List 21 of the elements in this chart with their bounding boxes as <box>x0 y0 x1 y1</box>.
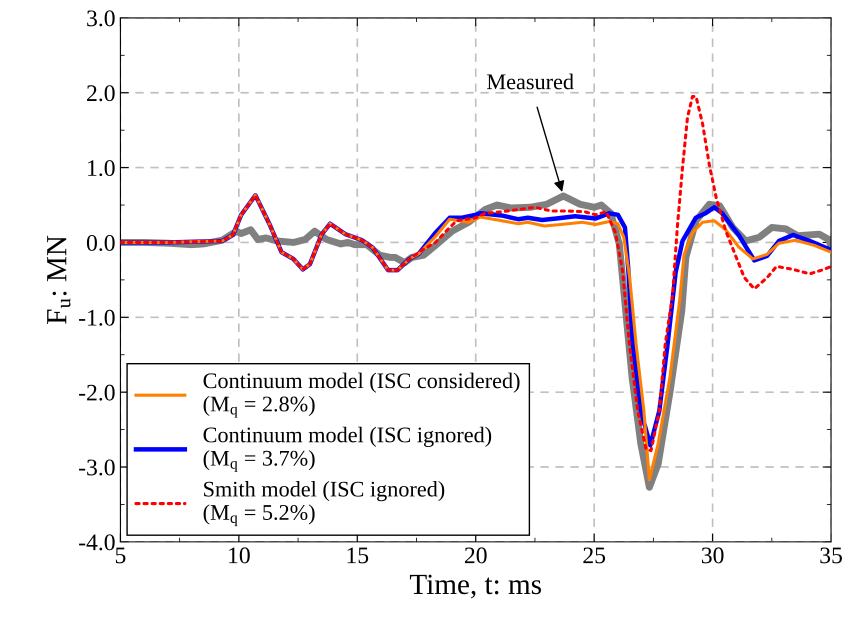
annotation: Measured <box>487 74 574 90</box>
x-tick-label: 20 <box>464 547 487 564</box>
x-tick-label: 15 <box>348 548 368 564</box>
y-tick-label: 3.0 <box>87 10 115 26</box>
y-axis-title: F$_{u}$: MN <box>47 236 70 324</box>
y-tick-label: -1.0 <box>79 310 115 326</box>
x-tick-label: 30 <box>702 547 724 564</box>
x-tick-label: 25 <box>583 547 606 564</box>
legend-label: Smith model (ISC ignored) (M$_{q}$ = 5.2%) <box>204 480 444 526</box>
y-tick-label: -4.0 <box>79 534 115 550</box>
x-tick-label: 35 <box>820 547 842 564</box>
x-axis-title: Time, t: ms <box>410 574 541 598</box>
y-tick-label: -2.0 <box>79 384 115 401</box>
y-tick-label: 0.0 <box>86 234 115 251</box>
y-tick-label: 1.0 <box>88 160 115 176</box>
legend-label: Continuum model (ISC ignored) (M$_{q}$ = 3.7%) <box>204 426 492 472</box>
y-tick-label: 2.0 <box>87 85 115 102</box>
legend-label: Continuum model (ISC considered) (M$_{q}$ = 2.8%) <box>204 372 520 418</box>
x-tick-label: 10 <box>229 547 250 564</box>
y-tick-label: -3.0 <box>79 460 115 476</box>
x-tick-label: 5 <box>116 548 126 564</box>
